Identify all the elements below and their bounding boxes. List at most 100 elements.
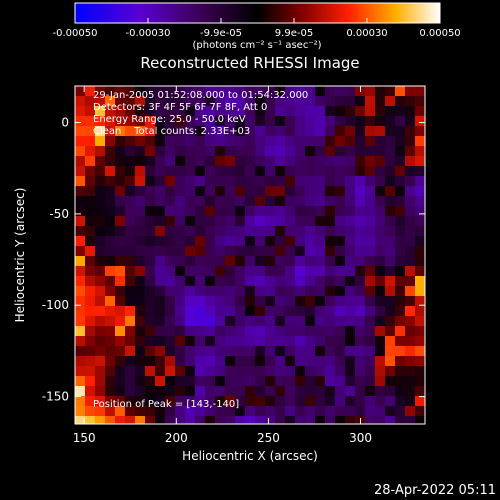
heatmap-cell bbox=[105, 296, 116, 307]
heatmap-cell bbox=[105, 376, 116, 387]
heatmap-cell bbox=[175, 336, 186, 347]
heatmap-cell bbox=[255, 186, 266, 197]
heatmap-cell bbox=[115, 146, 126, 157]
heatmap-cell bbox=[315, 406, 326, 417]
heatmap-cell bbox=[305, 96, 316, 107]
heatmap-cell bbox=[135, 126, 146, 137]
heatmap-cell bbox=[215, 196, 226, 207]
heatmap-cell bbox=[235, 326, 246, 337]
heatmap-cell bbox=[305, 106, 316, 117]
heatmap-cell bbox=[275, 86, 286, 97]
heatmap-cell bbox=[195, 316, 206, 327]
heatmap-cell bbox=[115, 406, 126, 417]
heatmap-cell bbox=[195, 346, 206, 357]
heatmap-cell bbox=[325, 156, 336, 167]
heatmap-cell bbox=[165, 116, 176, 127]
heatmap-cell bbox=[165, 246, 176, 257]
heatmap-cell bbox=[75, 356, 86, 367]
heatmap-cell bbox=[285, 146, 296, 157]
heatmap-cell bbox=[125, 316, 136, 327]
heatmap-cell bbox=[235, 206, 246, 217]
heatmap-cell bbox=[305, 156, 316, 167]
heatmap-cell bbox=[335, 306, 346, 317]
heatmap-cell bbox=[105, 186, 116, 197]
heatmap-cell bbox=[115, 346, 126, 357]
heatmap-cell bbox=[335, 166, 346, 177]
heatmap-cell bbox=[365, 226, 376, 237]
heatmap-cell bbox=[185, 386, 196, 397]
heatmap-cell bbox=[185, 126, 196, 137]
heatmap-cell bbox=[75, 406, 86, 417]
heatmap-cell bbox=[185, 226, 196, 237]
heatmap-cell bbox=[375, 346, 386, 357]
heatmap-cell bbox=[185, 376, 196, 387]
heatmap-cell bbox=[375, 96, 386, 107]
heatmap-cell bbox=[75, 146, 86, 157]
heatmap-cell bbox=[345, 256, 356, 267]
heatmap-cell bbox=[415, 256, 425, 267]
heatmap-cell bbox=[215, 146, 226, 157]
heatmap-cell bbox=[205, 176, 216, 187]
heatmap-cell bbox=[365, 126, 376, 137]
heatmap-cell bbox=[405, 156, 416, 167]
heatmap-cell bbox=[195, 246, 206, 257]
heatmap-cell bbox=[115, 136, 126, 147]
heatmap-cell bbox=[205, 366, 216, 377]
heatmap-cell bbox=[95, 96, 106, 107]
heatmap-cell bbox=[395, 166, 406, 177]
heatmap-cell bbox=[325, 416, 336, 424]
heatmap-cell bbox=[185, 106, 196, 117]
heatmap-cell bbox=[215, 156, 226, 167]
heatmap-cell bbox=[405, 266, 416, 277]
heatmap-cell bbox=[125, 96, 136, 107]
heatmap-cell bbox=[205, 206, 216, 217]
heatmap-cell bbox=[75, 196, 86, 207]
x-tick-label: 300 bbox=[349, 431, 372, 445]
heatmap-cell bbox=[265, 356, 276, 367]
heatmap-cell bbox=[255, 96, 266, 107]
heatmap-cell bbox=[275, 366, 286, 377]
heatmap-cell bbox=[345, 366, 356, 377]
heatmap-cell bbox=[205, 196, 216, 207]
heatmap-cell bbox=[75, 226, 86, 237]
heatmap-cell bbox=[405, 416, 416, 424]
heatmap-cell bbox=[255, 236, 266, 247]
colorbar-tick-label: 9.9e-05 bbox=[275, 28, 313, 39]
heatmap-cell bbox=[385, 126, 396, 137]
heatmap-cell bbox=[195, 416, 206, 424]
heatmap-cell bbox=[265, 256, 276, 267]
heatmap-cell bbox=[265, 306, 276, 317]
heatmap-cell bbox=[105, 266, 116, 277]
heatmap-cell bbox=[335, 366, 346, 377]
heatmap-cell bbox=[245, 166, 256, 177]
heatmap-cell bbox=[305, 206, 316, 217]
heatmap-cell bbox=[135, 376, 146, 387]
heatmap-cell bbox=[415, 286, 425, 297]
heatmap-cell bbox=[75, 276, 86, 287]
heatmap-cell bbox=[195, 386, 206, 397]
heatmap-cell bbox=[75, 266, 86, 277]
heatmap-cell bbox=[175, 366, 186, 377]
heatmap-cell bbox=[305, 406, 316, 417]
heatmap-cell bbox=[175, 316, 186, 327]
heatmap-cell bbox=[275, 116, 286, 127]
heatmap-cell bbox=[245, 96, 256, 107]
heatmap-cell bbox=[225, 96, 236, 107]
heatmap-cell bbox=[235, 136, 246, 147]
heatmap-cell bbox=[335, 406, 346, 417]
heatmap-cell bbox=[305, 166, 316, 177]
heatmap-cell bbox=[265, 146, 276, 157]
heatmap-cell bbox=[85, 256, 96, 267]
heatmap-cell bbox=[175, 346, 186, 357]
heatmap-cell bbox=[235, 96, 246, 107]
heatmap-cell bbox=[375, 336, 386, 347]
heatmap-cell bbox=[125, 216, 136, 227]
heatmap-cell bbox=[105, 306, 116, 317]
heatmap-cell bbox=[365, 296, 376, 307]
heatmap-cell bbox=[165, 346, 176, 357]
heatmap-cell bbox=[305, 326, 316, 337]
heatmap-cell bbox=[365, 336, 376, 347]
heatmap-cell bbox=[125, 346, 136, 357]
heatmap-cell bbox=[235, 276, 246, 287]
heatmap-cell bbox=[415, 146, 425, 157]
